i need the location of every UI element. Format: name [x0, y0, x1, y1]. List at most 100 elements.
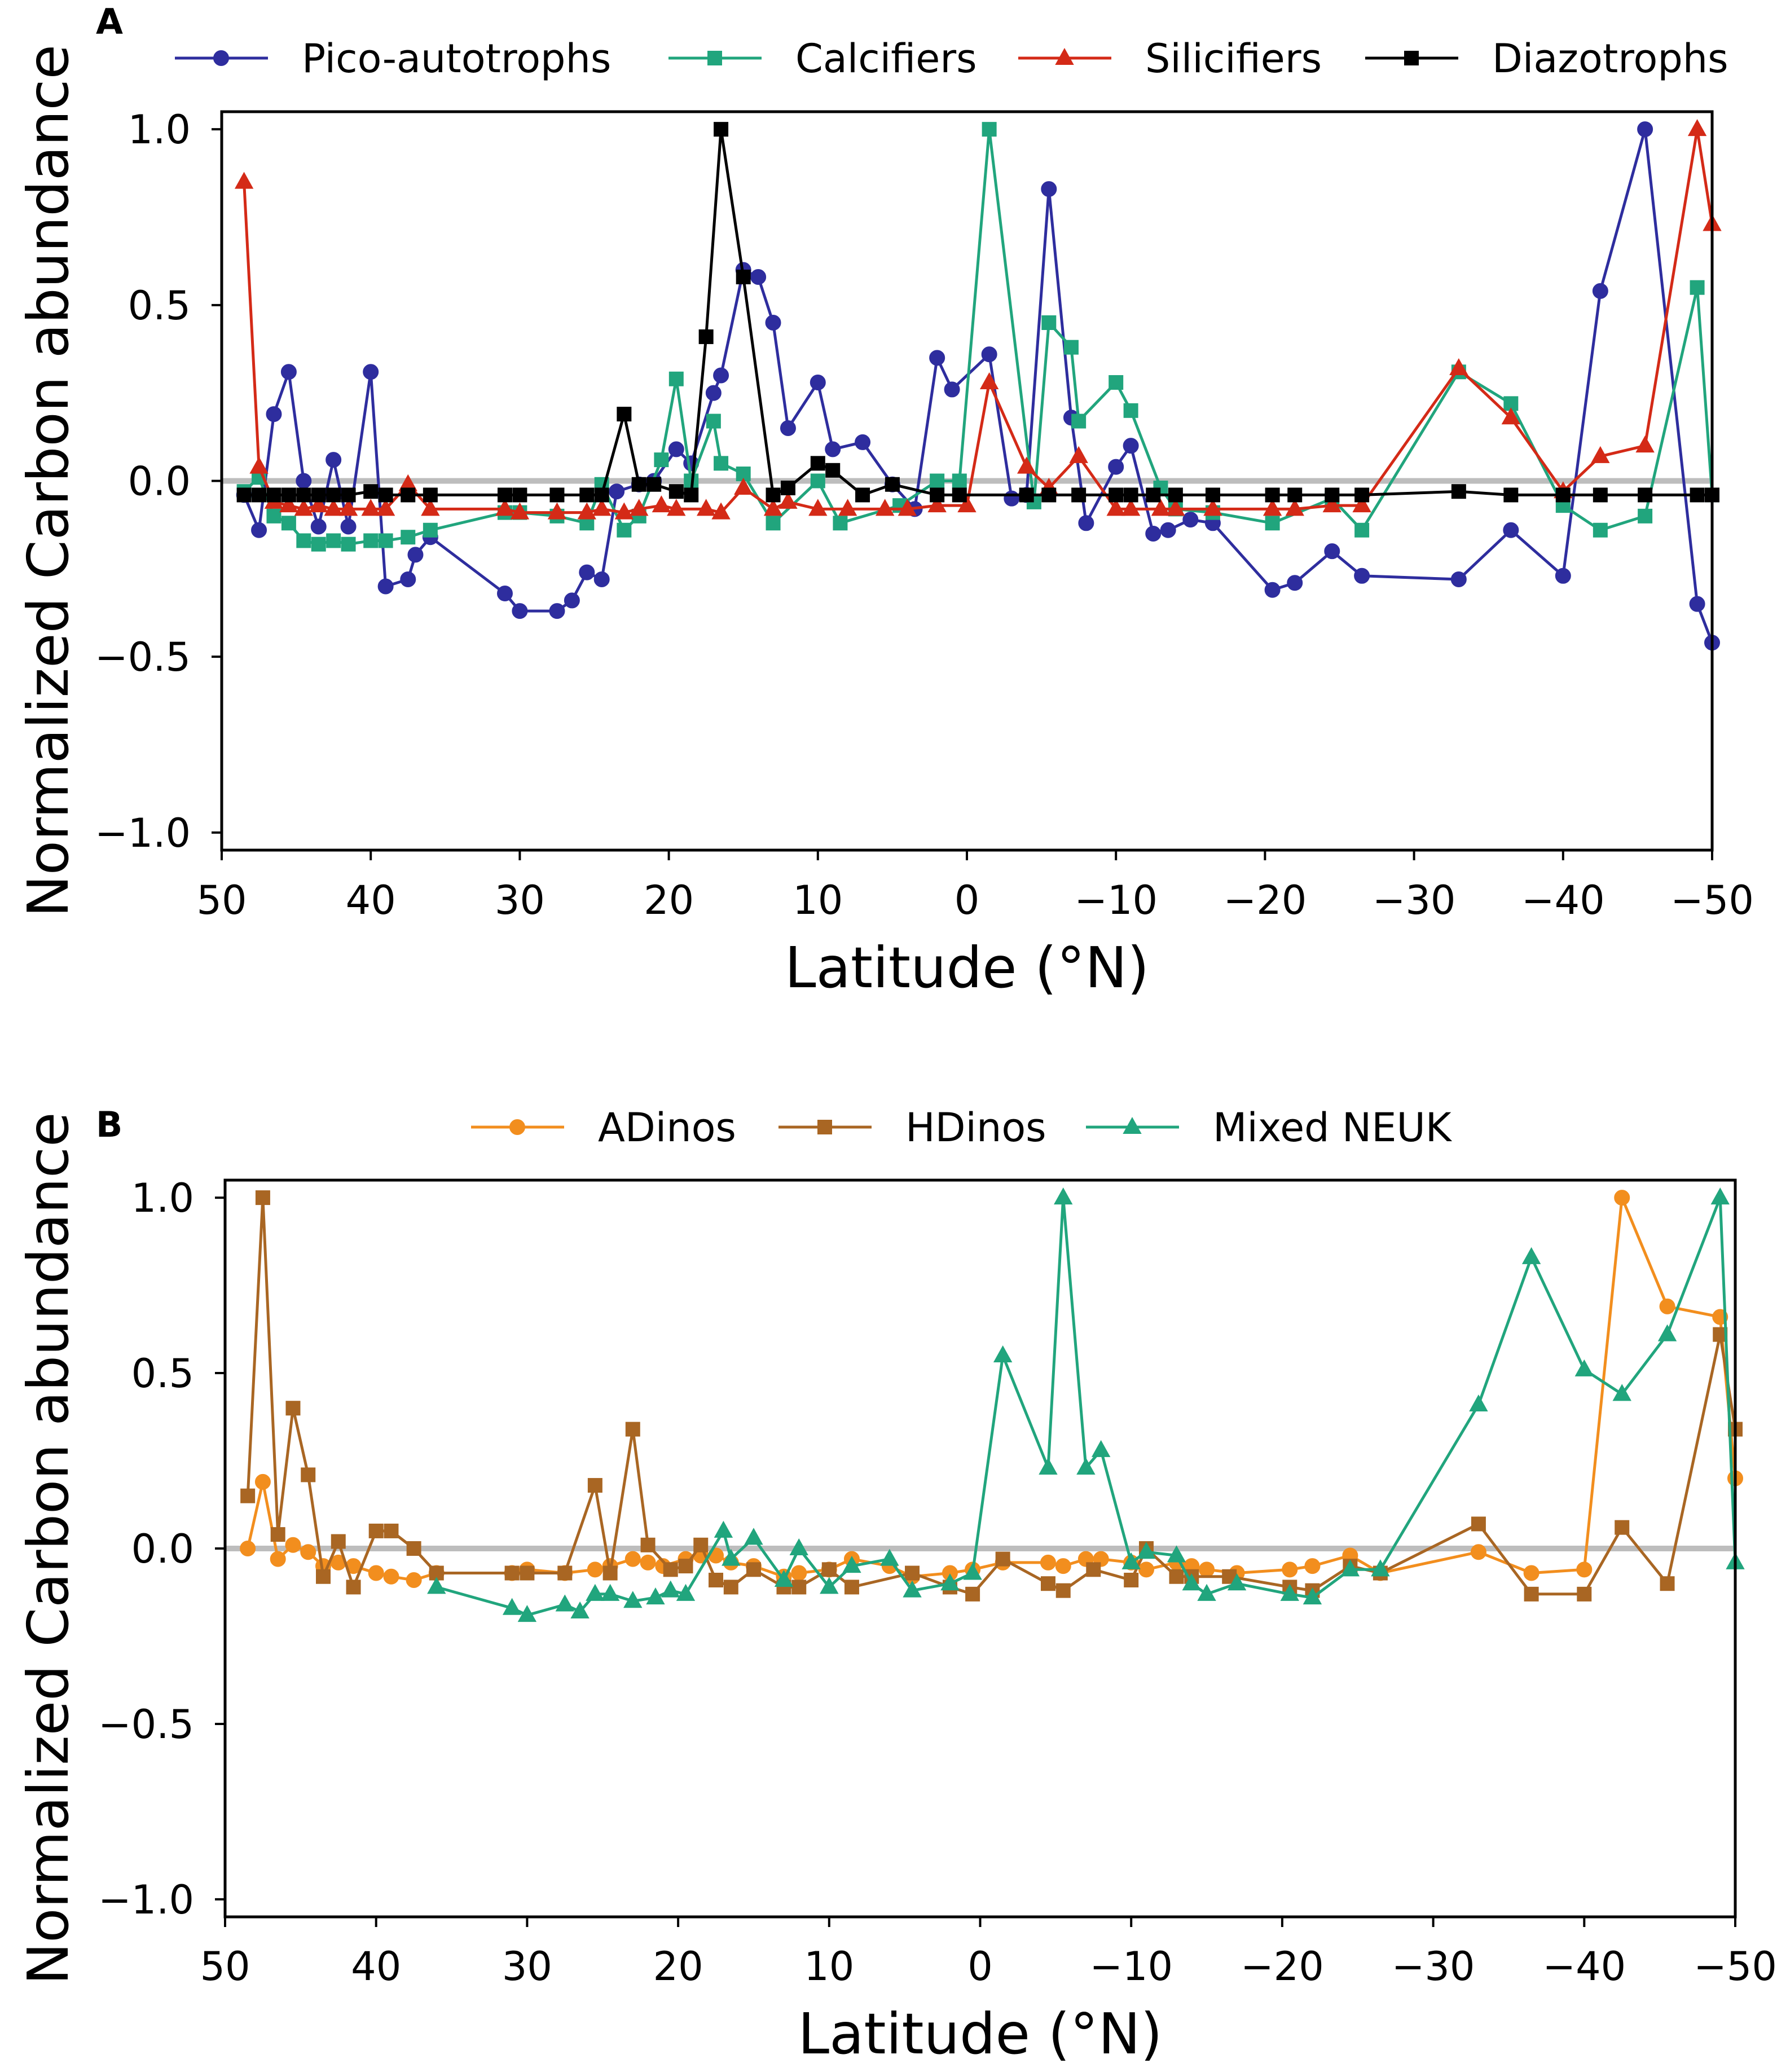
data-point	[1078, 515, 1094, 531]
data-point	[780, 420, 796, 436]
data-point	[1322, 495, 1341, 513]
data-point	[512, 487, 527, 503]
data-point	[791, 1565, 807, 1581]
data-point	[266, 487, 281, 503]
data-point	[1264, 582, 1281, 598]
data-point	[1071, 413, 1087, 429]
data-point	[625, 1422, 640, 1437]
data-point	[810, 456, 825, 471]
data-point	[1265, 487, 1280, 503]
data-point	[310, 518, 327, 535]
y-tick-label: 1.0	[128, 107, 191, 153]
data-point	[1168, 487, 1183, 503]
data-point	[982, 122, 997, 137]
data-point	[587, 1478, 602, 1493]
legend-label: ADinos	[598, 1105, 736, 1151]
data-point	[1555, 568, 1571, 584]
data-point	[296, 533, 311, 548]
x-tick-label: 50	[200, 1943, 250, 1990]
data-point	[549, 487, 565, 503]
data-point	[1280, 1583, 1299, 1601]
x-tick-label: −10	[1089, 1943, 1173, 1990]
data-point	[789, 1538, 808, 1555]
series-mixed-neuk	[427, 1187, 1745, 1622]
data-point	[746, 1562, 761, 1577]
data-point	[1086, 1562, 1101, 1577]
data-point	[1352, 495, 1371, 513]
x-tick-label: −10	[1074, 877, 1158, 923]
data-point	[234, 171, 254, 189]
y-tick-label: −1.0	[95, 810, 191, 856]
legend-marker	[213, 50, 229, 66]
data-point	[1121, 499, 1141, 516]
data-point	[1371, 1559, 1390, 1577]
data-point	[427, 1577, 446, 1594]
data-point	[600, 1583, 620, 1601]
data-point	[579, 487, 595, 503]
data-point	[1660, 1576, 1675, 1591]
data-point	[1591, 446, 1610, 463]
data-point	[311, 487, 326, 503]
data-point	[497, 487, 512, 503]
data-point	[766, 487, 781, 503]
data-point	[630, 499, 649, 516]
data-point	[1108, 459, 1124, 475]
data-point	[549, 603, 565, 619]
data-point	[363, 364, 379, 380]
data-point	[1109, 487, 1124, 503]
data-point	[1503, 487, 1519, 503]
data-point	[927, 495, 947, 513]
data-point	[1055, 1583, 1071, 1598]
data-point	[586, 1583, 605, 1601]
data-point	[1106, 499, 1125, 516]
x-tick-label: 40	[351, 1943, 401, 1990]
data-point	[898, 499, 917, 516]
data-point	[1017, 456, 1036, 474]
data-point	[1690, 487, 1705, 503]
y-axis-label: Normalized Carbon abundance	[15, 45, 81, 917]
data-point	[1524, 1586, 1539, 1602]
data-point	[331, 1534, 346, 1549]
data-point	[1203, 499, 1222, 516]
legend-label: Pico-autotrophs	[302, 36, 611, 82]
data-point	[774, 1569, 794, 1587]
data-point	[952, 487, 967, 503]
data-point	[1470, 1544, 1486, 1560]
data-point	[1055, 1558, 1071, 1574]
data-point	[930, 487, 945, 503]
data-point	[821, 1562, 837, 1577]
data-point	[855, 487, 870, 503]
data-point	[1521, 1247, 1541, 1264]
data-point	[698, 329, 714, 344]
data-point	[340, 518, 357, 535]
data-point	[1151, 499, 1171, 516]
data-point	[1091, 1440, 1111, 1457]
data-point	[709, 1572, 724, 1587]
data-point	[646, 477, 662, 492]
data-point	[617, 522, 632, 538]
data-point	[517, 1605, 537, 1622]
data-point	[1041, 315, 1057, 330]
y-tick-label: −0.5	[95, 634, 191, 680]
x-tick-label: 20	[653, 1943, 703, 1990]
data-point	[1576, 1561, 1593, 1578]
data-point	[1449, 358, 1468, 376]
data-point	[1469, 1394, 1488, 1412]
data-point	[281, 487, 296, 503]
data-point	[631, 477, 646, 492]
data-point	[1555, 487, 1571, 503]
data-point	[270, 1527, 285, 1542]
data-point	[421, 499, 440, 516]
data-point	[1069, 446, 1088, 463]
data-point	[1041, 487, 1057, 503]
data-point	[564, 592, 580, 609]
legend-item: HDinos	[778, 1105, 1046, 1151]
series-line	[246, 1196, 1737, 1596]
data-point	[1304, 1558, 1321, 1574]
data-point	[714, 456, 729, 471]
data-point	[623, 1591, 643, 1608]
data-point	[965, 1586, 980, 1602]
data-point	[300, 1544, 316, 1560]
data-point	[383, 1568, 399, 1585]
